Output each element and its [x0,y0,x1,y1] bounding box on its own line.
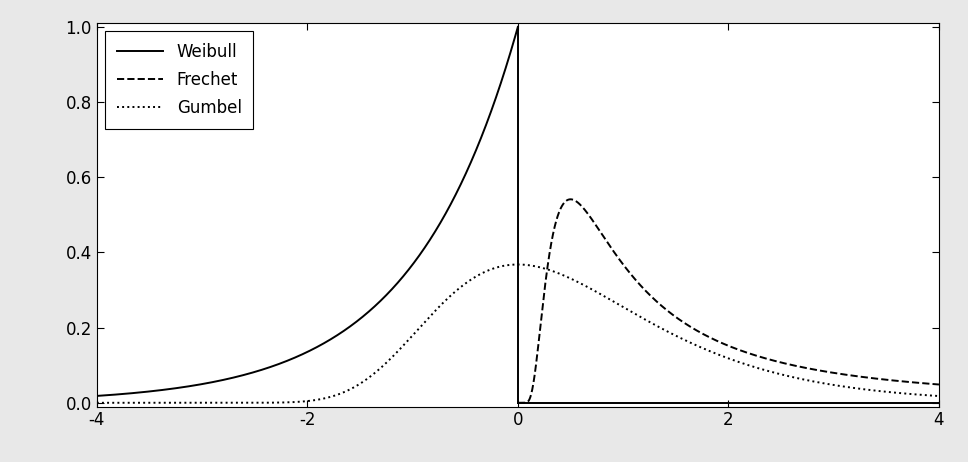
Line: Weibull: Weibull [97,27,518,396]
Weibull [499,65,511,71]
Line: Gumbel: Gumbel [97,265,939,403]
Frechet [933,382,945,387]
Gumbel [134,400,145,406]
Weibull [296,352,308,358]
Weibull [112,392,124,397]
Frechet [706,335,717,341]
Weibull [499,66,511,72]
Weibull [285,357,296,362]
Frechet [512,400,524,406]
Gumbel [91,400,103,406]
Gumbel [500,262,512,268]
Gumbel [909,391,921,397]
Weibull [91,393,103,399]
Frechet [717,340,729,346]
Weibull [512,24,524,30]
Gumbel [933,393,945,399]
Line: Frechet: Frechet [518,199,939,403]
Gumbel [512,262,524,267]
Weibull [423,239,435,245]
Frechet [844,372,856,378]
Frechet [922,381,933,386]
Frechet [564,196,576,202]
Frechet [921,381,932,386]
Gumbel [478,269,490,275]
Frechet [533,332,545,337]
Gumbel [909,392,921,397]
Legend: Weibull, Frechet, Gumbel: Weibull, Frechet, Gumbel [106,31,254,129]
Gumbel [754,366,766,371]
